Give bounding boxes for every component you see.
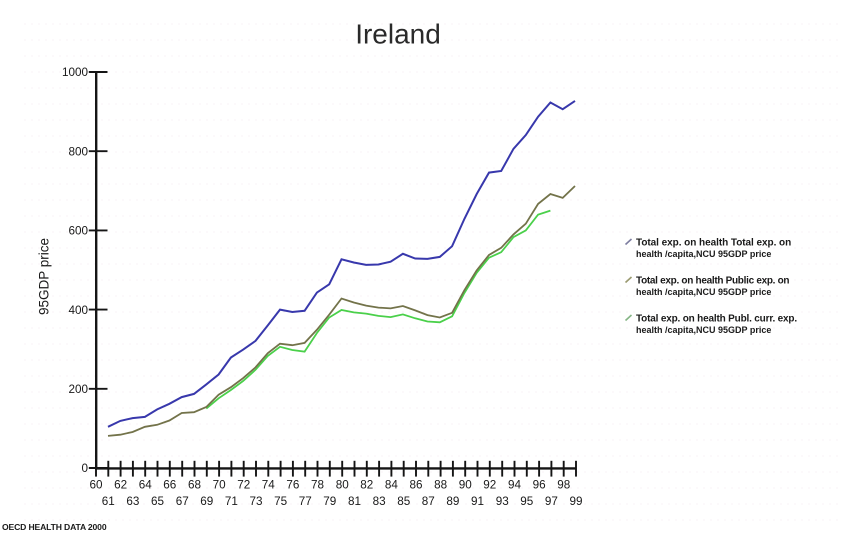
svg-text:84: 84 xyxy=(385,479,399,492)
svg-text:97: 97 xyxy=(545,495,558,508)
svg-text:72: 72 xyxy=(237,479,250,492)
svg-text:81: 81 xyxy=(348,495,361,508)
svg-text:85: 85 xyxy=(397,495,411,508)
svg-text:91: 91 xyxy=(471,495,484,508)
svg-text:82: 82 xyxy=(360,479,373,492)
svg-text:68: 68 xyxy=(188,479,201,492)
svg-text:86: 86 xyxy=(409,479,422,492)
svg-text:80: 80 xyxy=(336,479,350,492)
svg-text:65: 65 xyxy=(151,495,165,508)
svg-text:88: 88 xyxy=(434,479,447,492)
svg-text:79: 79 xyxy=(323,495,336,508)
svg-text:69: 69 xyxy=(200,495,213,508)
svg-text:90: 90 xyxy=(459,479,473,492)
svg-text:health /capita,NCU 95GDP price: health /capita,NCU 95GDP price xyxy=(636,249,771,259)
svg-text:64: 64 xyxy=(139,479,153,492)
svg-text:94: 94 xyxy=(508,479,522,492)
svg-text:89: 89 xyxy=(446,495,459,508)
svg-text:Total exp. on health Public ex: Total exp. on health Public exp. on xyxy=(636,276,789,287)
svg-text:76: 76 xyxy=(286,479,299,492)
svg-text:Total exp. on health Publ. cur: Total exp. on health Publ. curr. exp. xyxy=(636,314,797,325)
svg-text:0: 0 xyxy=(81,462,88,475)
svg-text:77: 77 xyxy=(299,495,312,508)
svg-text:Ireland: Ireland xyxy=(355,19,441,50)
svg-text:health /capita,NCU 95GDP price: health /capita,NCU 95GDP price xyxy=(636,287,771,297)
svg-text:Total exp. on health Total exp: Total exp. on health Total exp. on xyxy=(636,238,791,249)
svg-text:87: 87 xyxy=(422,495,435,508)
svg-text:92: 92 xyxy=(483,479,496,492)
svg-text:73: 73 xyxy=(249,495,262,508)
svg-text:61: 61 xyxy=(102,495,115,508)
svg-text:75: 75 xyxy=(274,495,288,508)
svg-text:1000: 1000 xyxy=(62,66,89,79)
svg-text:62: 62 xyxy=(114,479,127,492)
svg-text:400: 400 xyxy=(68,304,88,317)
svg-text:83: 83 xyxy=(373,495,386,508)
svg-text:67: 67 xyxy=(176,495,189,508)
svg-text:74: 74 xyxy=(262,479,276,492)
svg-text:600: 600 xyxy=(68,225,88,238)
svg-text:200: 200 xyxy=(68,383,88,396)
svg-text:78: 78 xyxy=(311,479,324,492)
svg-text:99: 99 xyxy=(569,495,582,508)
svg-text:800: 800 xyxy=(68,145,88,158)
svg-text:95: 95 xyxy=(520,495,534,508)
svg-text:63: 63 xyxy=(126,495,139,508)
svg-text:60: 60 xyxy=(89,479,103,492)
svg-text:OECD HEALTH DATA 2000: OECD HEALTH DATA 2000 xyxy=(2,522,107,532)
svg-text:96: 96 xyxy=(533,479,546,492)
svg-text:66: 66 xyxy=(163,479,176,492)
svg-text:93: 93 xyxy=(496,495,509,508)
svg-text:70: 70 xyxy=(213,479,227,492)
svg-text:71: 71 xyxy=(225,495,238,508)
svg-text:98: 98 xyxy=(557,479,570,492)
svg-text:95GDP price: 95GDP price xyxy=(37,238,52,315)
svg-text:health /capita,NCU 95GDP price: health /capita,NCU 95GDP price xyxy=(636,325,771,335)
